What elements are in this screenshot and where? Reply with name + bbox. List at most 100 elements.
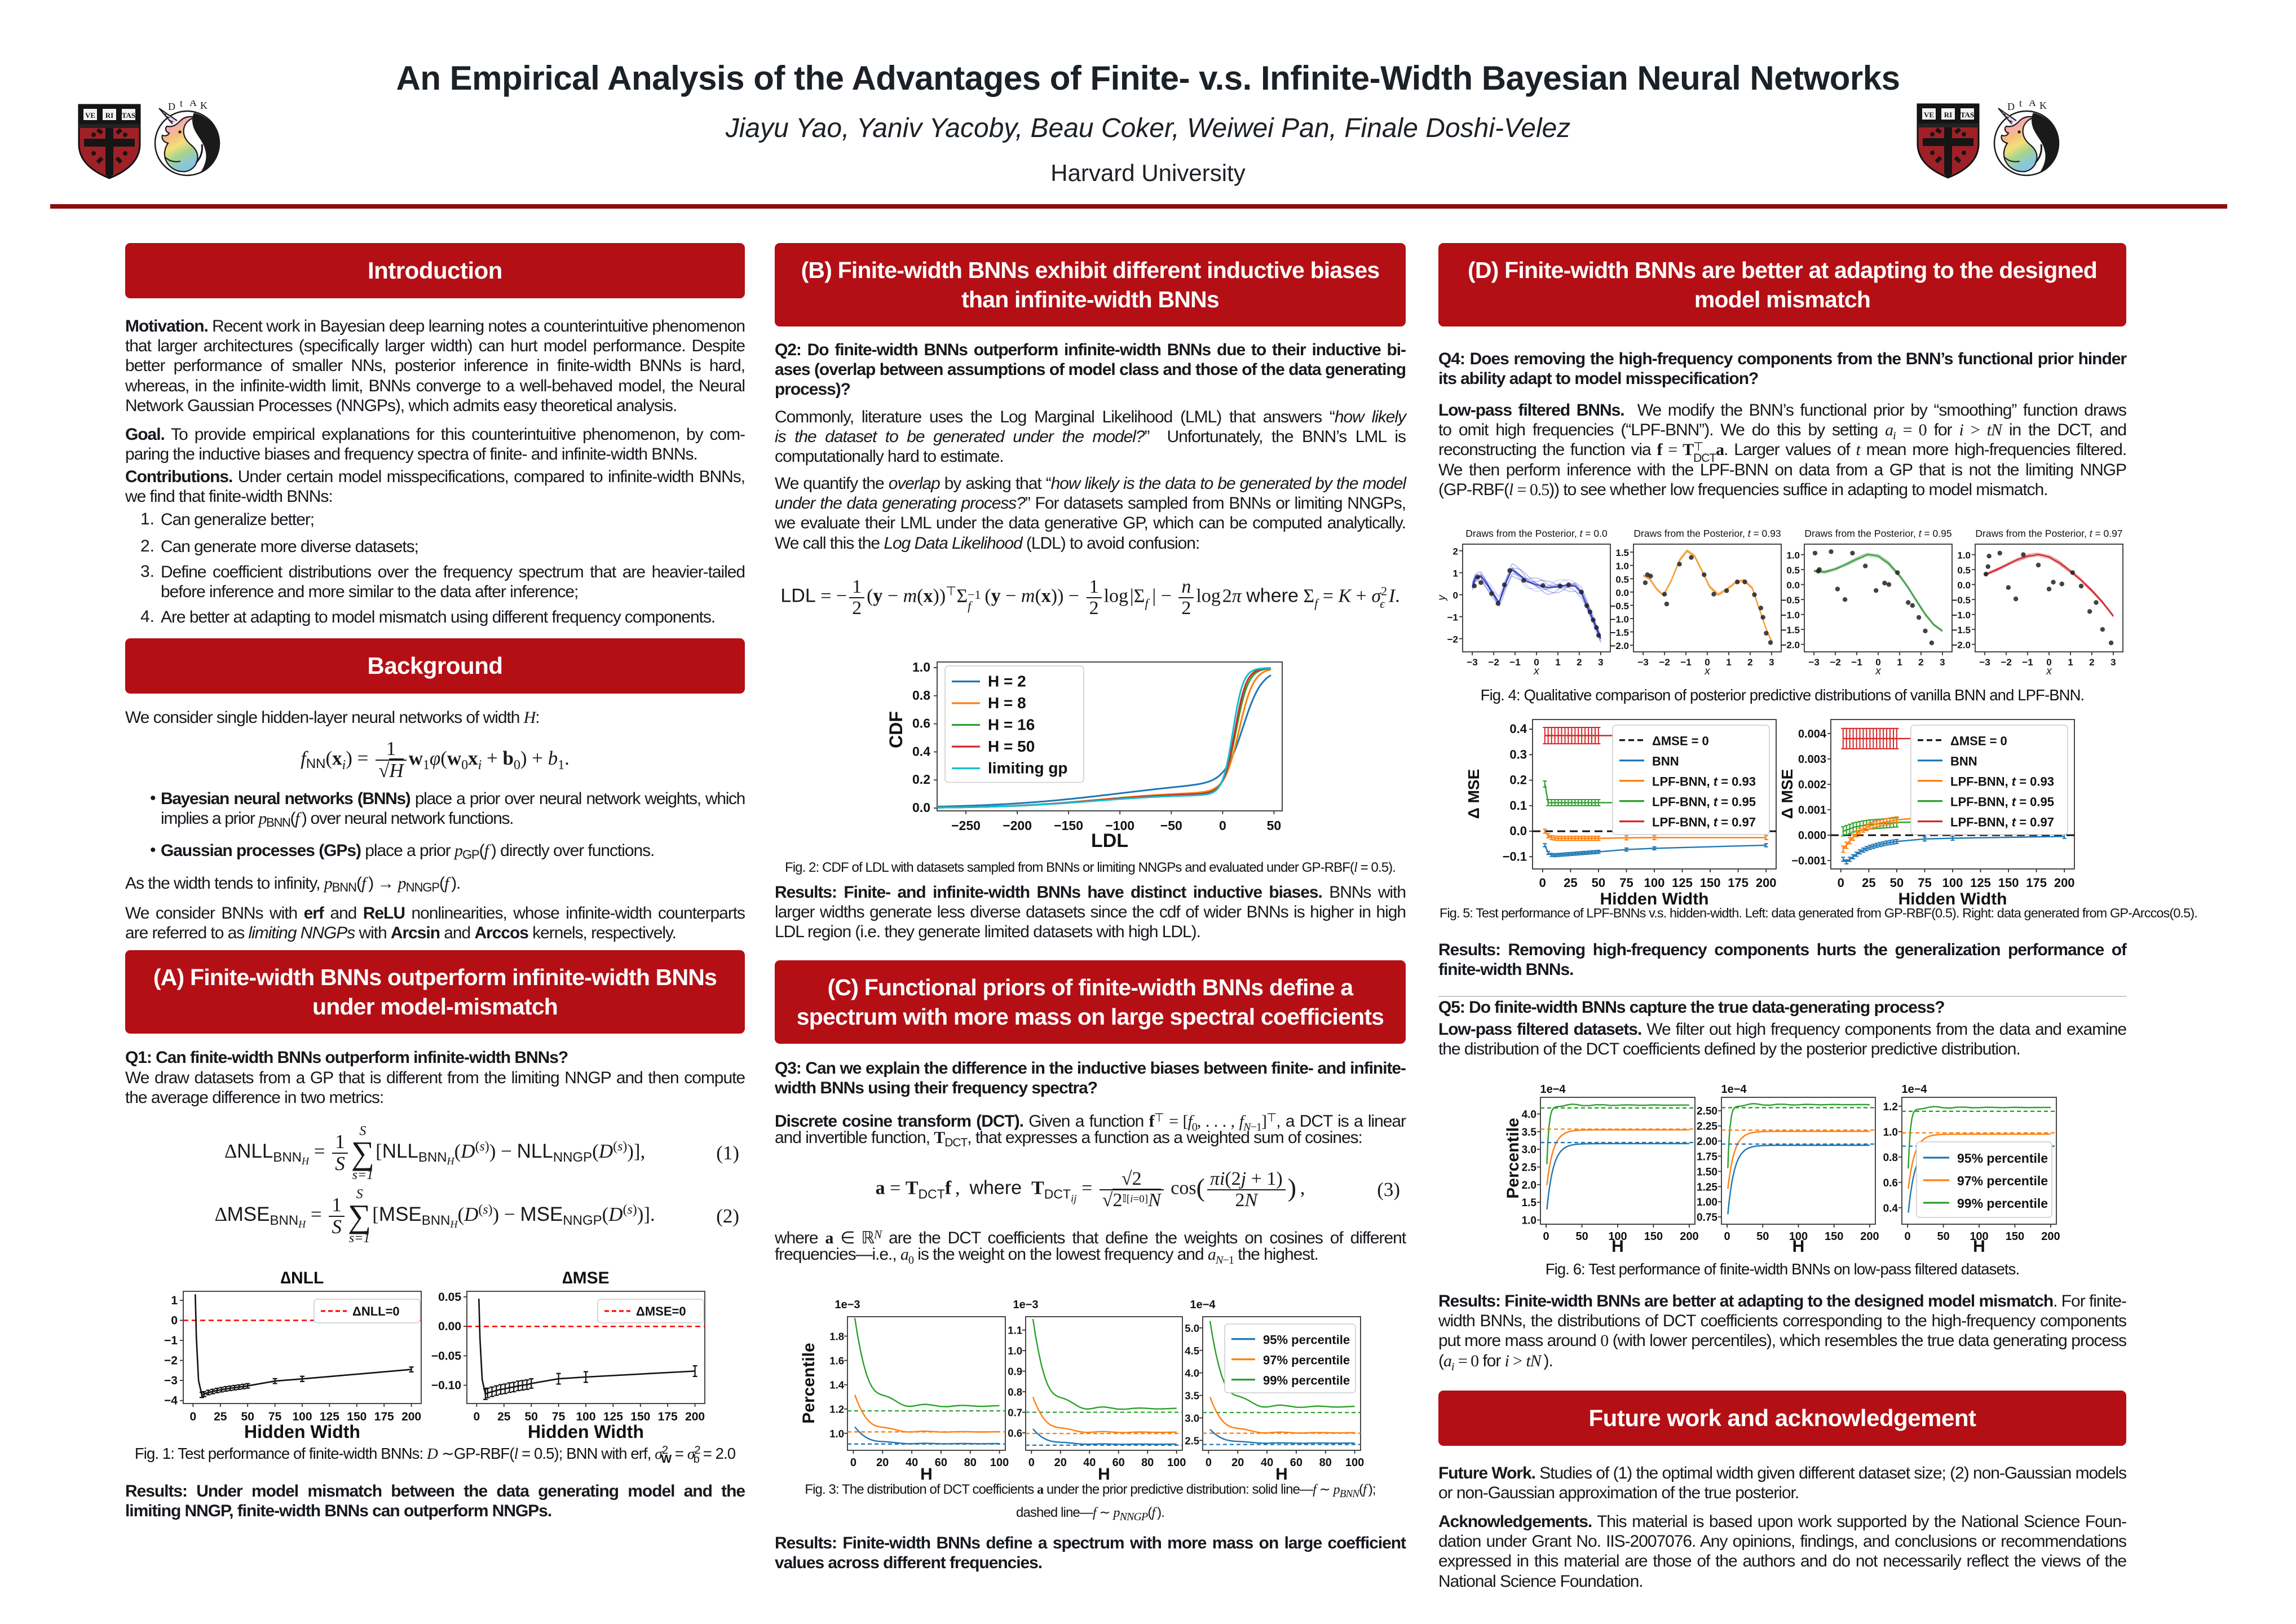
svg-text:0.0: 0.0 (1786, 580, 1800, 591)
svg-text:0: 0 (1453, 590, 1458, 601)
svg-text:100: 100 (1789, 1230, 1808, 1243)
svg-text:100: 100 (1608, 1230, 1627, 1243)
svg-text:1e−4: 1e−4 (1721, 1083, 1747, 1096)
svg-text:175: 175 (658, 1410, 678, 1423)
svg-text:80: 80 (964, 1457, 977, 1469)
svg-text:−3: −3 (1637, 657, 1648, 668)
svg-text:25: 25 (214, 1410, 227, 1423)
svg-text:−150: −150 (1054, 818, 1083, 833)
svg-text:1.4: 1.4 (829, 1379, 844, 1391)
svg-text:t: t (2019, 100, 2022, 109)
svg-text:75: 75 (268, 1410, 282, 1423)
svg-text:−2.0: −2.0 (1610, 641, 1629, 651)
svg-text:0.001: 0.001 (1798, 804, 1826, 817)
svg-text:0.8: 0.8 (1008, 1386, 1022, 1398)
svg-text:150: 150 (630, 1410, 650, 1423)
svg-text:−0.10: −0.10 (431, 1379, 461, 1392)
svg-text:1: 1 (1555, 657, 1560, 668)
svg-text:80: 80 (1141, 1457, 1154, 1469)
svg-text:1e−4: 1e−4 (1190, 1299, 1216, 1311)
svg-text:A: A (189, 100, 197, 108)
svg-text:2.5: 2.5 (1522, 1162, 1537, 1174)
svg-text:150: 150 (1700, 876, 1721, 890)
svg-text:0: 0 (1875, 657, 1880, 668)
svg-text:−0.5: −0.5 (1610, 601, 1629, 612)
svg-text:60: 60 (1112, 1457, 1125, 1469)
svg-text:3: 3 (1598, 657, 1603, 668)
svg-text:−2.0: −2.0 (1951, 640, 1971, 651)
svg-text:0: 0 (171, 1314, 178, 1327)
svg-text:1.5: 1.5 (1522, 1197, 1537, 1209)
svg-text:0.00: 0.00 (438, 1320, 461, 1333)
svg-text:H = 2: H = 2 (988, 673, 1026, 690)
svg-text:2: 2 (1577, 657, 1582, 668)
svg-text:60: 60 (1290, 1457, 1302, 1469)
svg-text:−100: −100 (1105, 818, 1134, 833)
svg-text:Percentile: Percentile (800, 1343, 818, 1423)
svg-text:3: 3 (1940, 657, 1945, 668)
svg-text:0.2: 0.2 (912, 772, 930, 787)
svg-text:1e−3: 1e−3 (834, 1299, 860, 1311)
svg-text:1e−3: 1e−3 (1013, 1299, 1038, 1311)
svg-text:1.00: 1.00 (1697, 1197, 1717, 1208)
svg-text:75: 75 (1619, 876, 1633, 890)
svg-text:2.5: 2.5 (1185, 1435, 1199, 1446)
svg-text:200: 200 (1756, 876, 1777, 890)
svg-text:−0.05: −0.05 (431, 1349, 461, 1362)
svg-text:0.4: 0.4 (1883, 1203, 1898, 1215)
svg-text:4.0: 4.0 (1522, 1109, 1536, 1121)
svg-text:Draws from the Posterior, t =: Draws from the Posterior, t = 0.93 (1633, 528, 1781, 539)
svg-text:50: 50 (1937, 1230, 1949, 1243)
svg-text:0.6: 0.6 (912, 716, 930, 731)
svg-text:x: x (1533, 665, 1540, 677)
svg-text:100: 100 (1970, 1230, 1988, 1243)
svg-text:95% percentile: 95% percentile (1957, 1151, 2048, 1166)
svg-text:0: 0 (474, 1410, 480, 1423)
svg-text:150: 150 (1644, 1230, 1663, 1243)
svg-text:3: 3 (1769, 657, 1774, 668)
svg-text:−1.0: −1.0 (1951, 610, 1971, 621)
svg-text:20: 20 (1231, 1457, 1244, 1469)
svg-text:0.3: 0.3 (1509, 747, 1527, 761)
svg-text:100: 100 (1345, 1457, 1364, 1469)
svg-text:x: x (1704, 665, 1711, 677)
svg-text:1.0: 1.0 (1883, 1127, 1898, 1138)
svg-text:2: 2 (1747, 657, 1752, 668)
svg-text:ΔNLL=0: ΔNLL=0 (352, 1304, 400, 1318)
svg-text:0.002: 0.002 (1798, 779, 1826, 791)
svg-text:25: 25 (1862, 876, 1875, 890)
svg-text:−3: −3 (1467, 657, 1477, 668)
svg-text:D: D (2007, 101, 2015, 112)
svg-text:3.5: 3.5 (1185, 1390, 1199, 1402)
svg-text:−200: −200 (1003, 818, 1032, 833)
svg-text:0.4: 0.4 (912, 744, 930, 758)
svg-text:1.0: 1.0 (1615, 561, 1629, 572)
svg-text:D: D (168, 101, 175, 112)
svg-text:ΔMSE=0: ΔMSE=0 (636, 1304, 686, 1318)
svg-text:0.05: 0.05 (438, 1291, 461, 1304)
svg-text:Δ MSE: Δ MSE (1778, 769, 1796, 819)
svg-text:H = 8: H = 8 (988, 694, 1026, 712)
svg-text:0.6: 0.6 (1008, 1427, 1022, 1439)
svg-text:RI: RI (105, 111, 113, 120)
svg-text:1.0: 1.0 (1957, 550, 1971, 561)
svg-text:−1: −1 (1851, 657, 1862, 668)
svg-text:H = 50: H = 50 (988, 738, 1035, 755)
svg-text:1: 1 (1726, 657, 1731, 668)
svg-text:50: 50 (1575, 1230, 1588, 1243)
svg-text:−1.0: −1.0 (1781, 610, 1800, 621)
svg-text:150: 150 (1998, 876, 2019, 890)
svg-text:−4: −4 (164, 1394, 178, 1407)
svg-text:1: 1 (1897, 657, 1902, 668)
svg-text:RI: RI (1944, 111, 1952, 119)
svg-text:200: 200 (2054, 876, 2075, 890)
svg-text:0: 0 (1219, 818, 1226, 833)
svg-text:1.0: 1.0 (1786, 550, 1800, 561)
svg-text:1: 1 (171, 1294, 178, 1307)
svg-text:100: 100 (990, 1457, 1009, 1469)
svg-text:100: 100 (292, 1410, 312, 1423)
svg-text:1.0: 1.0 (1522, 1215, 1536, 1227)
svg-text:H: H (1973, 1237, 1985, 1256)
svg-text:−1: −1 (1680, 657, 1691, 668)
svg-text:25: 25 (497, 1410, 511, 1423)
